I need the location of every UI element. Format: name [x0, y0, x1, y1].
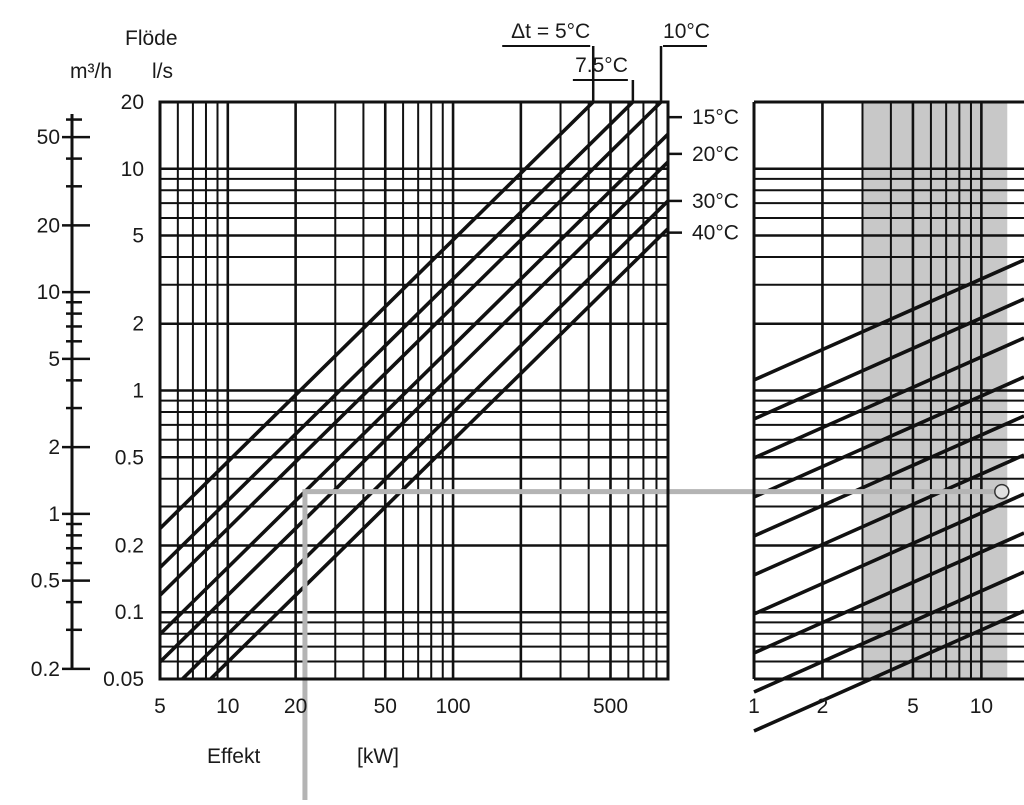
ls-tick-label: 0.2 — [115, 534, 144, 557]
ls-tick-label: 10 — [121, 158, 144, 181]
series-line-10c — [158, 100, 663, 597]
example-reading-path — [302, 489, 1002, 800]
x-axis-label: Effekt — [207, 745, 260, 768]
y-axis-unit-ls: l/s — [152, 60, 173, 83]
right-x-tick-label: 5 — [907, 695, 919, 718]
ls-tick-label: 1 — [132, 380, 144, 403]
m3h-tick-label: 10 — [37, 281, 60, 304]
series-label-30c: 30°C — [692, 190, 739, 213]
ls-tick-label: 20 — [121, 91, 144, 114]
series-label-7.5c: 7.5°C — [575, 54, 628, 77]
series-layer: Δt = 5°C 7.5°C 10°C 15°C 20°C 30°C 40°C — [158, 20, 1024, 733]
ls-tick-label: 0.1 — [115, 601, 144, 624]
series-label-15c: 15°C — [692, 106, 739, 129]
right-x-tick-label: 1 — [748, 695, 760, 718]
m3h-tick-label: 0.2 — [31, 658, 60, 681]
ls-tick-label: 2 — [132, 313, 144, 336]
x-tick-label: 500 — [593, 695, 628, 718]
right-panel-curve — [753, 336, 1024, 460]
series-line-15c — [158, 132, 670, 636]
series-line-5c — [158, 100, 595, 530]
right-x-tick-label: 2 — [817, 695, 829, 718]
x-tick-label: 50 — [374, 695, 397, 718]
right-panel-curve — [753, 453, 1024, 577]
y-axis-unit-m3h: m³/h — [70, 60, 112, 83]
ls-tick-label: 0.05 — [103, 668, 144, 691]
ls-tick-label: 5 — [132, 225, 144, 248]
main-panel-frame — [158, 100, 670, 681]
series-label-40c: 40°C — [692, 222, 739, 245]
x-axis-unit: [kW] — [357, 745, 399, 768]
example-reading-layer — [302, 483, 1010, 800]
x-tick-label: 100 — [436, 695, 471, 718]
ls-tick-label: 0.5 — [115, 446, 144, 469]
series-line-20c — [158, 160, 670, 664]
example-reading-dot — [994, 483, 1010, 500]
right-panel-curve — [753, 375, 1024, 499]
m3h-tick-label: 2 — [48, 436, 60, 459]
right-panel-curve — [753, 297, 1024, 421]
right-x-tick-label: 10 — [970, 695, 993, 718]
right-panel-curve — [753, 570, 1024, 694]
right-panel-curve — [753, 414, 1024, 538]
series-line-40c — [209, 227, 670, 681]
x-tick-label: 20 — [284, 695, 307, 718]
series-label-5c: Δt = 5°C — [511, 20, 590, 43]
series-line-7.5c — [158, 100, 635, 569]
series-line-30c — [181, 199, 670, 681]
m3h-tick-label: 50 — [37, 126, 60, 149]
series-label-20c: 20°C — [692, 143, 739, 166]
right-panel-curve — [753, 258, 1024, 382]
right-panel-curve — [753, 492, 1024, 616]
axes-layer: 20 10 5 2 1 0.5 0.2 0.1 0.05 50 20 10 5 2 1 0.5 0.2 5 10 20… — [31, 91, 1024, 718]
grid-layer — [158, 100, 1024, 681]
x-tick-label: 10 — [216, 695, 239, 718]
m3h-tick-label: 0.5 — [31, 570, 60, 593]
m3h-tick-label: 1 — [48, 503, 60, 526]
m3h-tick-label: 5 — [48, 348, 60, 371]
right-panel-curve — [753, 531, 1024, 655]
y-axis-title: Flöde — [125, 27, 178, 50]
series-label-10c: 10°C — [663, 20, 710, 43]
right-panel-curve — [753, 609, 1024, 733]
x-tick-label: 5 — [154, 695, 166, 718]
m3h-tick-label: 20 — [37, 214, 60, 237]
